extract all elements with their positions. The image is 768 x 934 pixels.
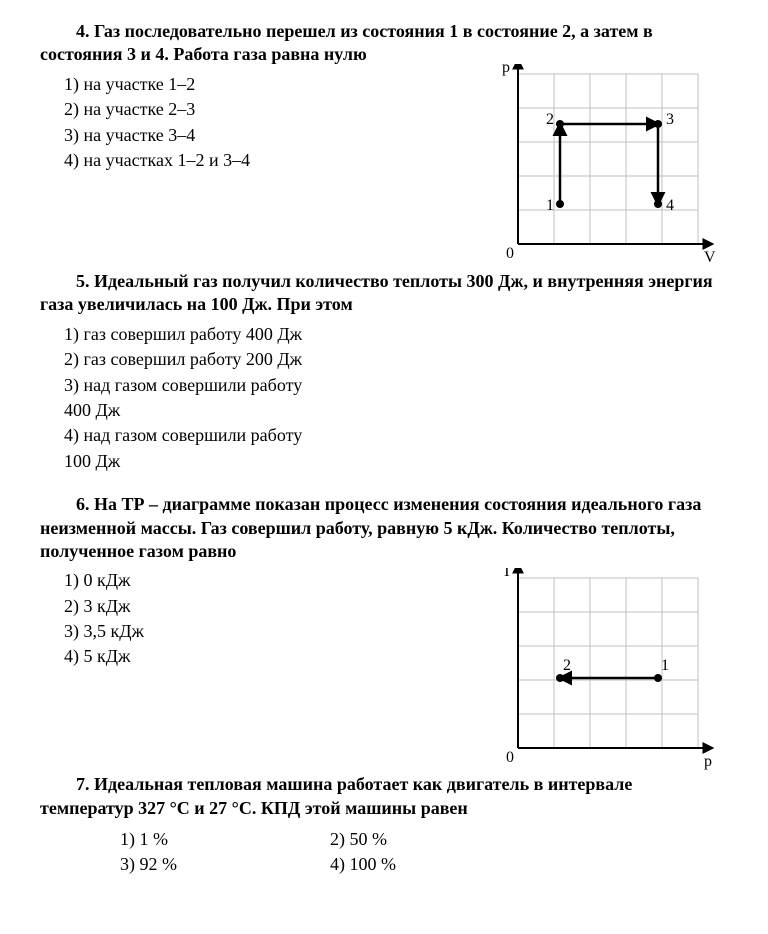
question-7: 7. Идеальная тепловая машина работает ка… xyxy=(40,773,728,879)
question-6: 0Tp12 6. На ТР – диаграмме показан проце… xyxy=(40,493,728,753)
svg-text:4: 4 xyxy=(666,197,674,214)
q4-option-2: 2) на участке 2–3 xyxy=(64,98,424,121)
question-5-options: 1) газ совершил работу 400 Дж 2) газ сов… xyxy=(64,323,728,473)
q4-option-4: 4) на участках 1–2 и 3–4 xyxy=(64,149,424,172)
question-6-text: На ТР – диаграмме показан процесс измене… xyxy=(40,494,701,561)
q6-option-3: 3) 3,5 кДж xyxy=(64,620,424,643)
q7-options-left: 1) 1 % 3) 92 % xyxy=(120,826,330,879)
q5-option-4b: 100 Дж xyxy=(64,450,728,473)
q5-option-2: 2) газ совершил работу 200 Дж xyxy=(64,348,728,371)
question-7-stem: 7. Идеальная тепловая машина работает ка… xyxy=(40,773,728,820)
svg-text:T: T xyxy=(502,568,512,580)
q5-option-3a: 3) над газом совершили работу xyxy=(64,374,728,397)
q5-option-1: 1) газ совершил работу 400 Дж xyxy=(64,323,728,346)
q7-option-2: 2) 50 % xyxy=(330,828,540,851)
question-6-options: 1) 0 кДж 2) 3 кДж 3) 3,5 кДж 4) 5 кДж xyxy=(64,569,424,669)
question-5: 5. Идеальный газ получил количество тепл… xyxy=(40,270,728,473)
question-7-text: Идеальная тепловая машина работает как д… xyxy=(40,774,632,817)
q6-option-4: 4) 5 кДж xyxy=(64,645,424,668)
svg-text:0: 0 xyxy=(506,749,514,766)
q4-option-1: 1) на участке 1–2 xyxy=(64,73,424,96)
svg-text:3: 3 xyxy=(666,111,674,128)
question-4-stem: 4. Газ последовательно перешел из состоя… xyxy=(40,20,728,67)
question-7-number: 7. xyxy=(76,774,90,794)
svg-text:1: 1 xyxy=(661,657,669,674)
question-4-options: 1) на участке 1–2 2) на участке 2–3 3) н… xyxy=(64,73,424,173)
pv-diagram: 0 p V 1 2 3 4 xyxy=(488,64,718,284)
svg-text:p: p xyxy=(502,64,510,76)
question-4-text: Газ последовательно перешел из состояния… xyxy=(40,21,653,64)
q7-options-right: 2) 50 % 4) 100 % xyxy=(330,826,540,879)
svg-text:2: 2 xyxy=(546,111,554,128)
q4-option-3: 3) на участке 3–4 xyxy=(64,124,424,147)
q7-option-3: 3) 92 % xyxy=(120,853,330,876)
q6-option-1: 1) 0 кДж xyxy=(64,569,424,592)
question-5-text: Идеальный газ получил количество теплоты… xyxy=(40,271,713,314)
svg-text:1: 1 xyxy=(546,197,554,214)
question-6-number: 6. xyxy=(76,494,90,514)
svg-text:p: p xyxy=(704,753,712,770)
q6-option-2: 2) 3 кДж xyxy=(64,595,424,618)
svg-text:2: 2 xyxy=(563,657,571,674)
question-4: 0pV1234 4. Газ последовательно перешел и… xyxy=(40,20,728,250)
question-7-options: 1) 1 % 3) 92 % 2) 50 % 4) 100 % xyxy=(120,826,728,879)
svg-text:0: 0 xyxy=(506,245,514,262)
question-4-number: 4. xyxy=(76,21,90,41)
question-5-number: 5. xyxy=(76,271,90,291)
svg-text:V: V xyxy=(704,249,716,266)
q7-option-4: 4) 100 % xyxy=(330,853,540,876)
q5-option-3b: 400 Дж xyxy=(64,399,728,422)
q7-option-1: 1) 1 % xyxy=(120,828,330,851)
question-6-stem: 6. На ТР – диаграмме показан процесс изм… xyxy=(40,493,728,563)
question-5-stem: 5. Идеальный газ получил количество тепл… xyxy=(40,270,728,317)
q5-option-4a: 4) над газом совершили работу xyxy=(64,424,728,447)
tp-diagram: 0 Tp 1 2 xyxy=(488,568,718,788)
